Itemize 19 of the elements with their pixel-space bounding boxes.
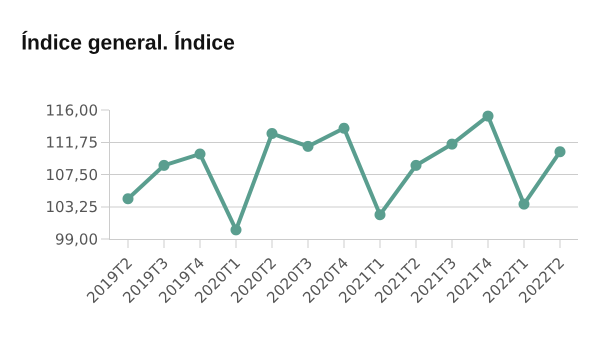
point — [266, 128, 278, 140]
y-tick-label: 116,00 — [46, 101, 98, 120]
point — [482, 110, 494, 122]
point — [338, 122, 350, 134]
point — [302, 140, 314, 152]
point — [194, 148, 206, 160]
point — [158, 160, 170, 171]
y-tick-label: 111,75 — [46, 134, 98, 152]
point — [374, 209, 386, 220]
point — [518, 198, 530, 210]
y-tick-label: 99,00 — [55, 230, 98, 248]
point — [230, 224, 242, 236]
point — [410, 160, 422, 171]
point — [554, 146, 566, 158]
point — [446, 138, 458, 150]
point — [122, 193, 134, 204]
chart-title: Índice general. Índice — [21, 30, 235, 54]
y-tick-label: 103,25 — [46, 198, 98, 216]
y-tick-label: 107,50 — [46, 166, 98, 184]
